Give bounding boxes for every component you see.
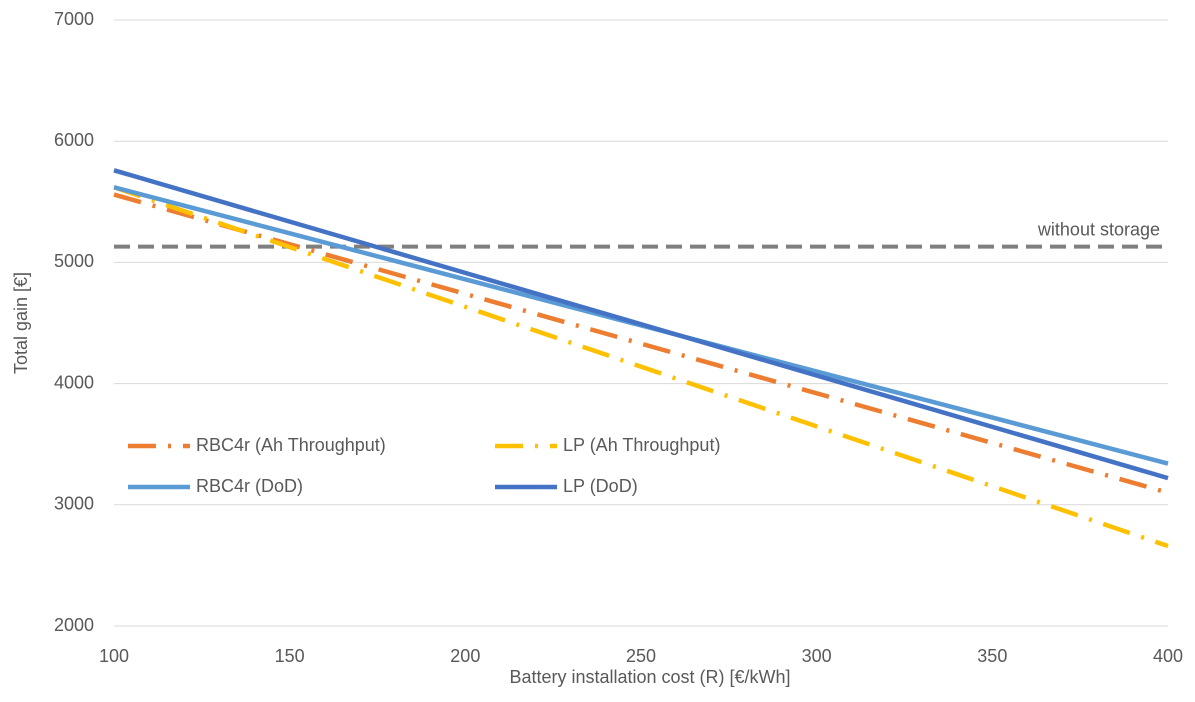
- legend-label: RBC4r (Ah Throughput): [196, 435, 386, 455]
- x-tick-label: 300: [802, 646, 832, 666]
- y-tick-label: 7000: [54, 9, 94, 29]
- y-tick-label: 2000: [54, 615, 94, 635]
- y-tick-label: 4000: [54, 372, 94, 392]
- series-line: [113, 185, 1169, 549]
- x-tick-label: 150: [275, 646, 305, 666]
- legend-label: LP (Ah Throughput): [563, 435, 720, 455]
- legend-label: RBC4r (DoD): [196, 476, 303, 496]
- legend-label: LP (DoD): [563, 476, 638, 496]
- y-tick-label: 6000: [54, 130, 94, 150]
- x-tick-label: 250: [626, 646, 656, 666]
- series-line: [113, 168, 1169, 481]
- y-tick-label: 5000: [54, 251, 94, 271]
- x-tick-label: 100: [99, 646, 129, 666]
- y-axis-title: Total gain [€]: [11, 272, 31, 374]
- y-tick-label: 3000: [54, 494, 94, 514]
- annotation: without storage: [1037, 219, 1160, 239]
- x-tick-label: 200: [450, 646, 480, 666]
- x-tick-label: 350: [977, 646, 1007, 666]
- x-axis-title: Battery installation cost (R) [€/kWh]: [509, 667, 790, 687]
- series-line: [113, 192, 1169, 495]
- x-tick-label: 400: [1153, 646, 1183, 666]
